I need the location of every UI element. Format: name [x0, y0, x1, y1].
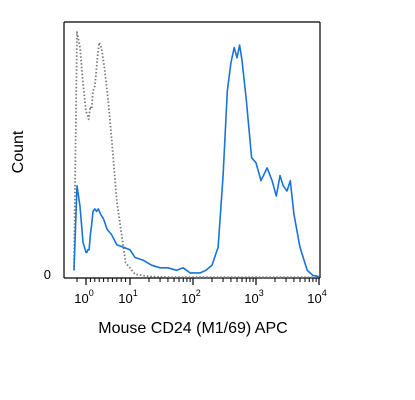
x-tick-label: 103 — [244, 288, 263, 306]
x-tick-label: 101 — [118, 288, 137, 306]
plot-area — [63, 21, 321, 279]
y-tick-label: 0 — [44, 267, 51, 282]
x-tick-label: 100 — [74, 288, 93, 306]
y-axis-title: Count — [10, 130, 27, 173]
series-line-1 — [73, 31, 319, 279]
series-line-2 — [73, 44, 320, 278]
x-axis-title: Mouse CD24 (M1/69) APC — [98, 320, 287, 337]
x-axis-ticks: 100 101 102 103 104 — [74, 278, 327, 306]
series-layer — [73, 31, 320, 279]
y-axis-ticks: 0 — [44, 267, 51, 282]
x-tick-label: 104 — [307, 288, 326, 306]
x-tick-label: 102 — [181, 288, 200, 306]
